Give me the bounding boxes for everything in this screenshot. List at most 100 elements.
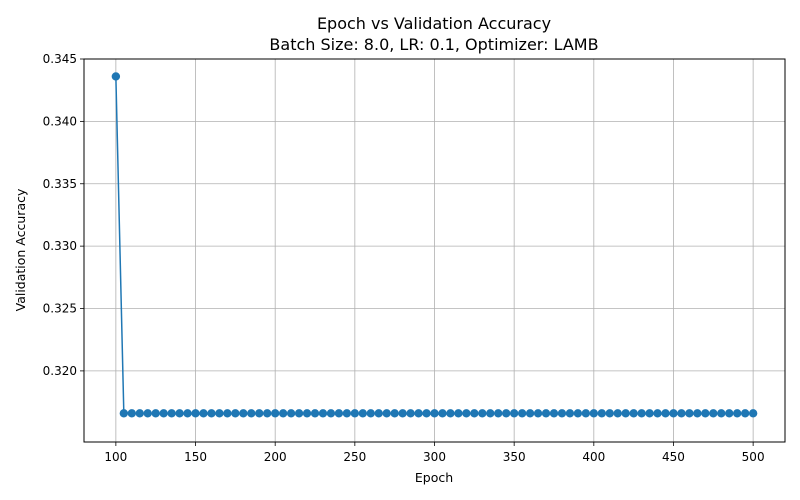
data-point xyxy=(581,409,591,418)
data-point xyxy=(286,409,296,418)
data-point xyxy=(573,409,583,418)
data-point xyxy=(310,409,320,418)
data-point xyxy=(247,409,256,418)
data-point xyxy=(334,409,344,418)
data-point xyxy=(629,409,638,418)
data-point xyxy=(278,409,288,418)
data-point xyxy=(326,409,336,418)
data-point xyxy=(119,409,129,418)
data-point xyxy=(215,409,224,418)
data-point xyxy=(135,409,144,418)
data-point xyxy=(541,409,551,418)
data-point xyxy=(621,409,630,418)
data-point xyxy=(725,409,734,418)
data-point xyxy=(191,409,200,418)
data-point xyxy=(270,409,280,418)
data-point xyxy=(517,409,527,418)
data-point xyxy=(175,409,184,418)
data-point xyxy=(390,409,399,418)
data-point xyxy=(462,409,471,418)
data-point xyxy=(717,409,726,418)
data-point xyxy=(382,409,391,418)
data-point xyxy=(111,72,121,81)
data-point xyxy=(294,409,304,418)
x-axis: 100 150 200 250 300 350 400 450 500 xyxy=(104,442,765,464)
data-point xyxy=(454,409,463,418)
data-point xyxy=(406,409,415,418)
y-tick-label: 0.320 xyxy=(43,364,77,378)
data-point xyxy=(653,409,662,418)
data-point xyxy=(565,409,575,418)
x-tick-label: 350 xyxy=(503,450,526,464)
data-point xyxy=(199,409,208,418)
chart-title: Epoch vs Validation Accuracy xyxy=(317,14,551,33)
x-tick-label: 400 xyxy=(582,450,605,464)
data-point xyxy=(605,409,614,418)
data-point xyxy=(207,409,216,418)
x-tick-label: 250 xyxy=(343,450,366,464)
x-tick-label: 450 xyxy=(662,450,685,464)
data-point xyxy=(302,409,312,418)
data-point xyxy=(231,409,240,418)
data-point xyxy=(223,409,232,418)
data-point xyxy=(494,409,503,418)
data-point xyxy=(525,409,535,418)
y-tick-label: 0.345 xyxy=(43,52,77,66)
data-point xyxy=(374,409,383,418)
series-layer xyxy=(111,72,758,418)
data-point xyxy=(661,409,670,418)
y-axis: 0.320 0.325 0.330 0.335 0.340 0.345 xyxy=(43,52,84,378)
data-point xyxy=(685,409,694,418)
data-point xyxy=(637,409,646,418)
data-point xyxy=(318,409,328,418)
y-tick-label: 0.330 xyxy=(43,239,77,253)
x-tick-label: 300 xyxy=(423,450,446,464)
data-point xyxy=(589,409,599,418)
data-point xyxy=(358,409,368,418)
data-point xyxy=(263,409,272,418)
data-point xyxy=(557,409,567,418)
data-point xyxy=(167,409,176,418)
data-point xyxy=(183,409,192,418)
x-tick-label: 100 xyxy=(104,450,127,464)
y-tick-label: 0.335 xyxy=(43,177,77,191)
data-point xyxy=(597,409,606,418)
chart-subtitle: Batch Size: 8.0, LR: 0.1, Optimizer: LAM… xyxy=(269,35,598,54)
data-point xyxy=(470,409,479,418)
data-point xyxy=(733,409,742,418)
y-axis-label: Validation Accuracy xyxy=(13,188,28,311)
y-tick-label: 0.325 xyxy=(43,302,77,316)
data-point xyxy=(366,409,375,418)
data-point xyxy=(613,409,622,418)
data-point xyxy=(127,409,136,418)
data-point xyxy=(549,409,559,418)
data-point xyxy=(342,409,352,418)
data-point xyxy=(398,409,407,418)
x-tick-label: 200 xyxy=(264,450,287,464)
data-point xyxy=(143,409,152,418)
y-tick-label: 0.340 xyxy=(43,114,77,128)
data-point xyxy=(430,409,439,418)
data-point xyxy=(446,409,455,418)
data-point xyxy=(414,409,423,418)
data-point xyxy=(669,409,678,418)
data-point xyxy=(422,409,431,418)
data-point xyxy=(438,409,447,418)
data-point xyxy=(255,409,264,418)
x-tick-label: 150 xyxy=(184,450,207,464)
data-point xyxy=(478,409,487,418)
data-point xyxy=(701,409,710,418)
data-point xyxy=(677,409,686,418)
data-point xyxy=(740,409,750,418)
data-point xyxy=(645,409,654,418)
grid xyxy=(84,58,785,442)
data-point xyxy=(350,409,360,418)
x-axis-label: Epoch xyxy=(415,470,453,485)
data-point xyxy=(239,409,248,418)
data-point xyxy=(151,409,160,418)
data-point xyxy=(501,409,511,418)
data-point xyxy=(159,409,168,418)
data-point xyxy=(748,409,758,418)
x-tick-label: 500 xyxy=(742,450,765,464)
